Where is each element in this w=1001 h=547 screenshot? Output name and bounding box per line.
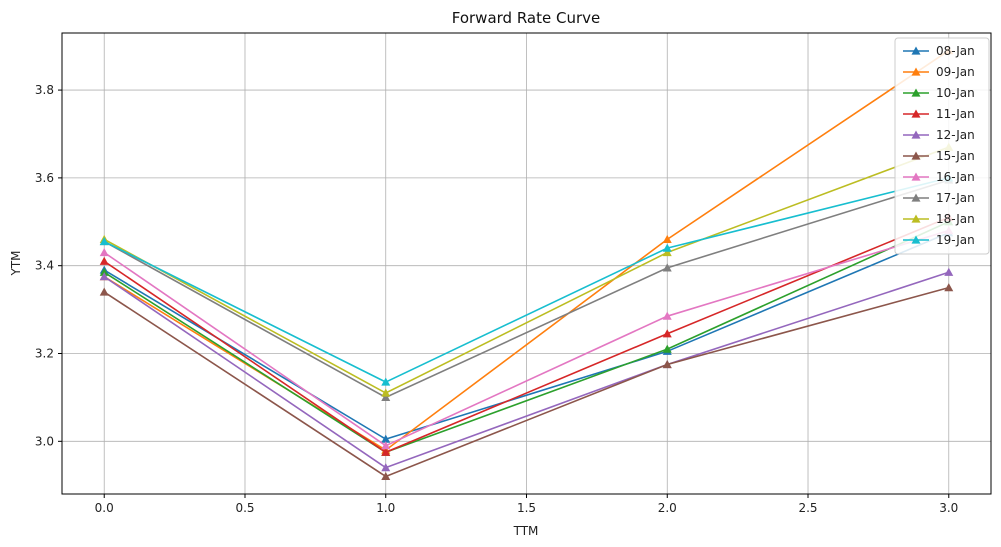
legend-label: 17-Jan xyxy=(936,191,975,205)
data-point-marker xyxy=(99,256,109,265)
legend-item: 10-Jan xyxy=(903,86,975,100)
legend-item: 09-Jan xyxy=(903,65,975,79)
y-tick-label: 3.6 xyxy=(35,171,54,185)
legend-item: 15-Jan xyxy=(903,149,975,163)
x-tick-label: 1.0 xyxy=(376,501,395,515)
data-point-marker xyxy=(944,283,954,292)
series-line xyxy=(103,221,950,454)
data-point-marker xyxy=(662,234,672,243)
data-point-marker xyxy=(662,243,672,252)
legend-marker xyxy=(911,151,921,160)
data-point-marker xyxy=(381,434,391,443)
legend-marker xyxy=(911,46,921,55)
legend-label: 15-Jan xyxy=(936,149,975,163)
legend-marker xyxy=(911,172,921,181)
x-axis-title: TTM xyxy=(513,524,539,538)
data-point-marker xyxy=(662,344,672,353)
series-line xyxy=(103,286,949,478)
data-point-marker xyxy=(662,248,672,257)
data-point-marker xyxy=(381,471,391,481)
data-point-marker xyxy=(381,441,391,450)
legend-item: 11-Jan xyxy=(903,107,975,121)
x-axis: 0.0 0.5 1.0 1.5 2.0 2.5 3.0 xyxy=(95,494,958,515)
legend-label: 09-Jan xyxy=(936,65,975,79)
legend-item: 17-Jan xyxy=(903,191,975,205)
data-point-marker xyxy=(99,248,109,257)
x-tick-label: 1.5 xyxy=(517,501,536,515)
legend-label: 08-Jan xyxy=(936,44,975,58)
legend-label: 16-Jan xyxy=(936,170,975,184)
series-line xyxy=(103,271,950,469)
data-point-marker xyxy=(381,463,391,472)
data-point-marker xyxy=(662,329,672,338)
data-point-marker xyxy=(944,267,954,276)
y-tick-label: 3.4 xyxy=(35,259,54,273)
data-point-marker xyxy=(381,388,391,397)
data-point-marker xyxy=(381,392,391,402)
data-point-marker xyxy=(662,263,672,272)
y-axis-title: YTM xyxy=(9,250,23,276)
chart-title: Forward Rate Curve xyxy=(452,9,601,27)
legend-marker xyxy=(911,214,921,223)
legend-item: 08-Jan xyxy=(903,44,975,58)
legend-marker xyxy=(911,193,921,202)
grid xyxy=(62,33,991,494)
data-point-marker xyxy=(381,447,391,456)
legend-label: 19-Jan xyxy=(936,233,975,247)
data-point-marker xyxy=(381,377,391,386)
y-axis: 3.0 3.2 3.4 3.6 3.8 xyxy=(35,83,62,448)
legend-item: 18-Jan xyxy=(903,212,975,226)
legend-label: 18-Jan xyxy=(936,212,975,226)
series-line xyxy=(103,146,950,394)
legend-item: 19-Jan xyxy=(903,233,975,247)
legend-item: 12-Jan xyxy=(903,128,975,142)
legend-marker xyxy=(911,88,921,97)
x-tick-label: 3.0 xyxy=(939,501,958,515)
series-line xyxy=(103,232,950,440)
series-line xyxy=(103,49,950,452)
legend-marker xyxy=(911,109,921,118)
legend-marker xyxy=(911,235,921,244)
series-15-Jan xyxy=(99,283,954,481)
y-tick-label: 3.0 xyxy=(35,434,54,448)
x-tick-label: 0.5 xyxy=(235,501,254,515)
data-point-marker xyxy=(662,311,672,320)
legend-marker xyxy=(911,130,921,139)
y-tick-label: 3.2 xyxy=(35,347,54,361)
data-point-marker xyxy=(99,267,109,276)
y-tick-label: 3.8 xyxy=(35,83,54,97)
legend: 08-Jan 09-Jan 10-Jan 11-Jan 12-Jan 15-Jan 16-J… xyxy=(894,37,990,255)
x-tick-label: 2.5 xyxy=(798,501,817,515)
legend-label: 10-Jan xyxy=(936,86,975,100)
legend-item: 16-Jan xyxy=(903,170,975,184)
series-line xyxy=(103,179,950,399)
legend-label: 12-Jan xyxy=(936,128,975,142)
legend-label: 11-Jan xyxy=(936,107,975,121)
series-line xyxy=(103,229,950,447)
data-point-marker xyxy=(99,237,109,246)
data-point-marker xyxy=(99,272,109,281)
x-tick-label: 2.0 xyxy=(658,501,677,515)
series-layer xyxy=(99,46,954,481)
legend-marker xyxy=(911,67,921,76)
series-12-Jan xyxy=(99,267,954,472)
series-line xyxy=(103,216,950,454)
series-line xyxy=(103,177,949,383)
x-tick-label: 0.0 xyxy=(95,501,114,515)
data-point-marker xyxy=(662,359,672,369)
data-point-marker xyxy=(99,287,109,296)
